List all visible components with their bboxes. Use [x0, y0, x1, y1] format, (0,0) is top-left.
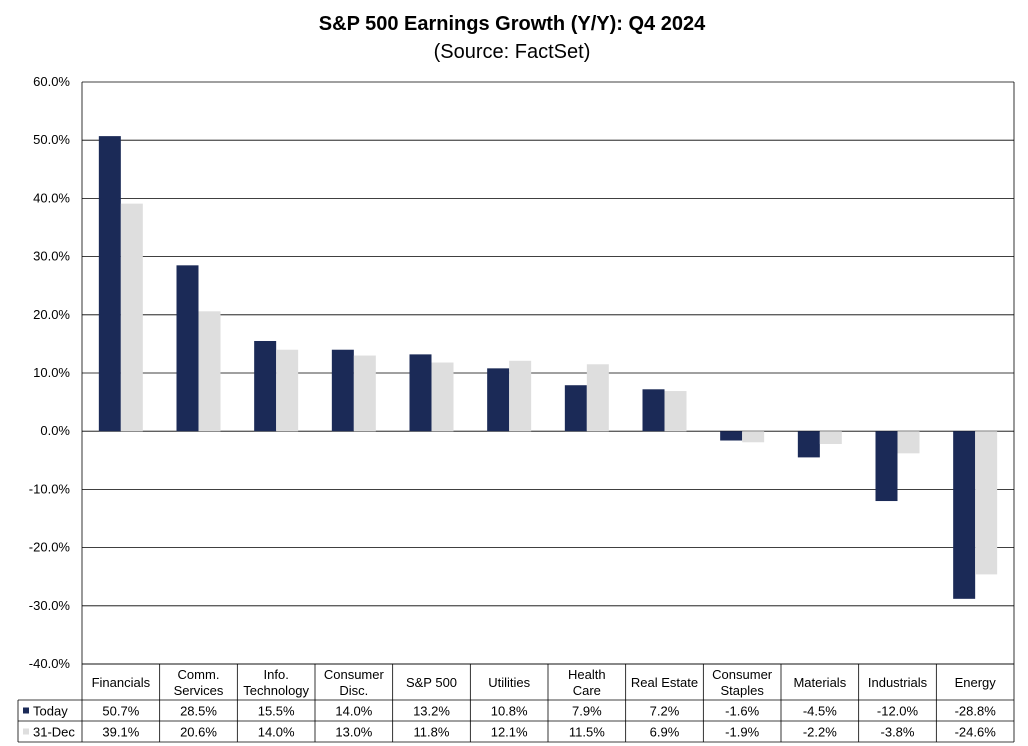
bar-today-9: [797, 431, 820, 458]
bar-today-2: [254, 340, 277, 432]
data-label: 12.1%: [491, 725, 528, 740]
data-label: 14.0%: [335, 704, 372, 719]
data-label: 11.8%: [414, 725, 450, 740]
category-label: Materials: [793, 675, 846, 690]
bar-today-4: [409, 354, 432, 432]
data-label: 7.9%: [572, 704, 602, 719]
data-label: 28.5%: [180, 704, 217, 719]
bar-31-dec-5: [509, 360, 532, 432]
bar-31-dec-3: [353, 355, 376, 432]
data-label: -1.9%: [725, 725, 759, 740]
category-label: Comm.: [178, 667, 220, 682]
y-tick-label: 10.0%: [33, 365, 70, 380]
y-tick-label: -20.0%: [29, 540, 71, 555]
bar-31-dec-11: [975, 431, 998, 575]
bar-today-7: [642, 389, 665, 432]
y-axis-tick-labels: 60.0% 50.0% 40.0% 30.0% 20.0% 10.0% 0.0% -10.0%…: [29, 74, 71, 671]
y-tick-label: 0.0%: [40, 423, 70, 438]
data-table: Financials Comm.Services Info.Technology Co…: [17, 663, 1015, 743]
bar-today-6: [564, 385, 587, 432]
bar-31-dec-8: [742, 431, 765, 443]
category-label: Health: [568, 667, 606, 682]
bar-31-dec-2: [276, 349, 299, 432]
category-label: Consumer: [324, 667, 385, 682]
bar-31-dec-0: [120, 203, 143, 432]
bar-31-dec-9: [819, 431, 842, 445]
legend-label: Today: [33, 704, 68, 719]
category-label: Info.: [264, 667, 289, 682]
data-label: 13.0%: [335, 725, 372, 740]
bar-today-10: [875, 431, 898, 502]
category-label: Energy: [955, 675, 997, 690]
category-label: Disc.: [339, 683, 368, 698]
bar-31-dec-6: [586, 364, 609, 432]
bar-31-dec-1: [198, 311, 221, 432]
y-tick-label: 30.0%: [33, 249, 70, 264]
chart-subtitle: (Source: FactSet): [434, 41, 591, 63]
data-label: 14.0%: [258, 725, 295, 740]
data-label: 50.7%: [102, 704, 139, 719]
bar-today-3: [331, 349, 354, 432]
category-label: Services: [174, 683, 224, 698]
y-tick-label: -10.0%: [29, 481, 71, 496]
category-label: Utilities: [488, 675, 530, 690]
bar-today-1: [176, 265, 199, 432]
bar-31-dec-7: [664, 391, 687, 432]
data-label: -4.5%: [803, 704, 837, 719]
data-label: 15.5%: [258, 704, 295, 719]
category-label: Financials: [92, 675, 151, 690]
bar-today-5: [487, 368, 510, 432]
bar-today-0: [98, 136, 121, 432]
data-label: -24.6%: [955, 725, 997, 740]
data-label: 39.1%: [102, 725, 139, 740]
data-label: 11.5%: [569, 725, 605, 740]
category-label: S&P 500: [406, 675, 457, 690]
data-label: -3.8%: [881, 725, 915, 740]
category-label: Care: [573, 683, 601, 698]
legend-key-31-dec: [23, 728, 29, 735]
y-tick-label: 40.0%: [33, 190, 70, 205]
y-tick-label: 50.0%: [33, 132, 70, 147]
bar-today-8: [720, 431, 743, 441]
chart-title: S&P 500 Earnings Growth (Y/Y): Q4 2024: [319, 13, 706, 35]
legend-key-today: [23, 707, 29, 714]
y-tick-label: 20.0%: [33, 307, 70, 322]
bar-31-dec-4: [431, 362, 454, 432]
data-label: -28.8%: [955, 704, 997, 719]
category-label: Staples: [720, 683, 764, 698]
data-label: 13.2%: [413, 704, 450, 719]
bar-today-11: [953, 431, 976, 599]
data-label: -2.2%: [803, 725, 837, 740]
data-label: -1.6%: [725, 704, 759, 719]
bars: [98, 136, 998, 599]
category-label: Industrials: [868, 675, 928, 690]
y-tick-label: -40.0%: [29, 656, 71, 671]
category-label: Consumer: [712, 667, 773, 682]
legend-label: 31-Dec: [33, 725, 75, 740]
data-label: 10.8%: [491, 704, 528, 719]
category-label: Real Estate: [631, 675, 698, 690]
data-label: 20.6%: [180, 725, 217, 740]
data-label: -12.0%: [877, 704, 919, 719]
data-label: 7.2%: [650, 704, 680, 719]
y-tick-label: -30.0%: [29, 598, 71, 613]
gridlines: [81, 81, 1015, 665]
y-tick-label: 60.0%: [33, 74, 70, 89]
data-label: 6.9%: [650, 725, 680, 740]
category-label: Technology: [243, 683, 309, 698]
bar-31-dec-10: [897, 431, 920, 454]
